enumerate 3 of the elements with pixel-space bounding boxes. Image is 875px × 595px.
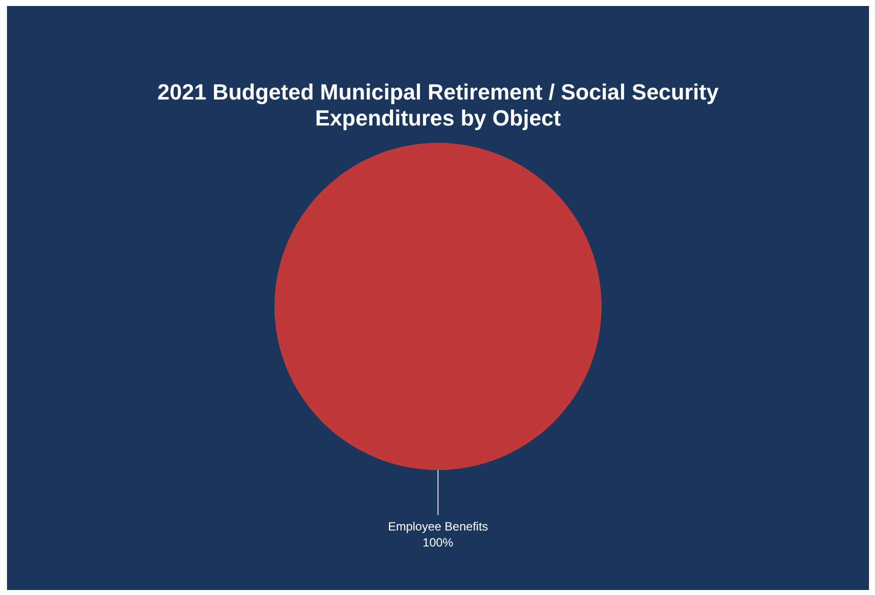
chart-title: 2021 Budgeted Municipal Retirement / Social Security Expenditures by Object [157,79,720,131]
slice-label: Employee Benefits [388,519,488,534]
data-label: 100% [422,535,454,550]
